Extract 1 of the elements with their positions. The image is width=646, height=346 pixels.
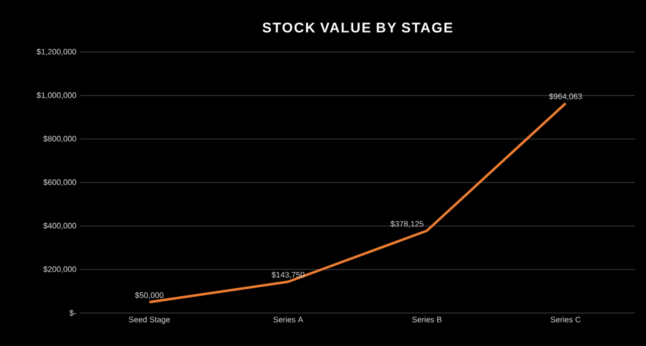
chart-title: STOCK VALUE BY STAGE bbox=[262, 22, 452, 33]
